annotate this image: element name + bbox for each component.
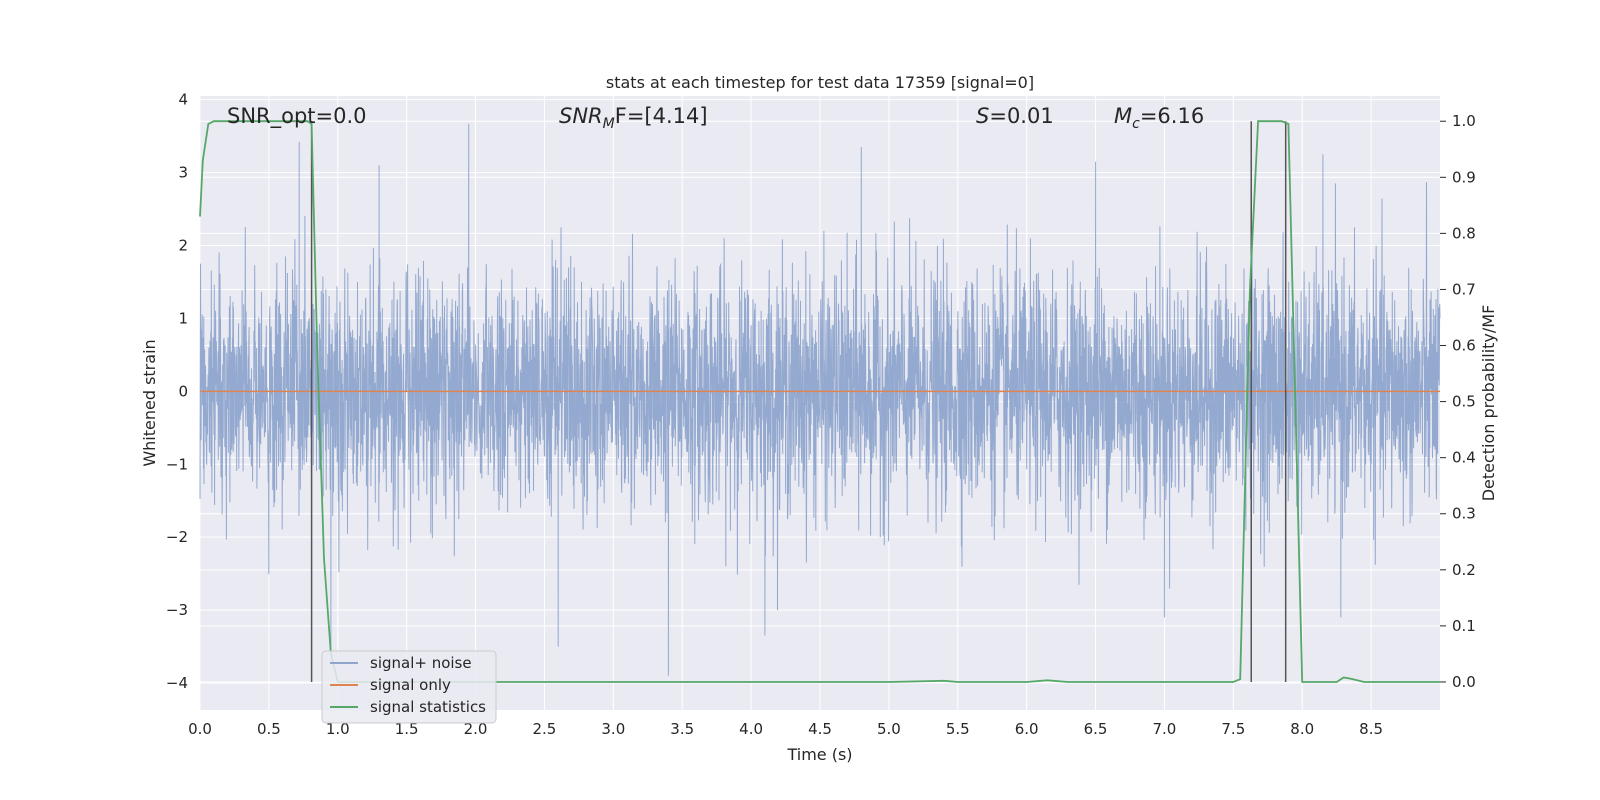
y-left-tick-label-4: 0 <box>178 382 188 400</box>
mc-main: M <box>1114 104 1132 128</box>
snr-mf-main: SNR <box>559 104 603 128</box>
x-tick-label-14: 7.0 <box>1153 720 1177 738</box>
y-right-tick-label-7: 0.7 <box>1452 280 1476 298</box>
x-tick-label-10: 5.0 <box>877 720 901 738</box>
lines-layer <box>199 120 1440 683</box>
y-left-tick-label-6: 2 <box>178 236 188 254</box>
x-tick-label-12: 6.0 <box>1015 720 1039 738</box>
legend-label-signal-noise: signal+ noise <box>370 654 472 672</box>
y-right-tick-label-2: 0.2 <box>1452 561 1476 579</box>
x-tick-label-2: 1.0 <box>326 720 350 738</box>
s-main: S <box>976 104 989 128</box>
x-tick-label-8: 4.0 <box>739 720 763 738</box>
x-tick-label-3: 1.5 <box>395 720 419 738</box>
x-tick-label-17: 8.5 <box>1359 720 1383 738</box>
s-rest: =0.01 <box>989 104 1053 128</box>
y-right-tick-label-10: 1.0 <box>1452 112 1476 130</box>
annotation-s: S=0.01 <box>976 104 1054 128</box>
mc-rest: =6.16 <box>1140 104 1204 128</box>
snr-mf-subscript: M <box>603 116 615 132</box>
annotation-mc: Mc=6.16 <box>1114 104 1204 132</box>
x-tick-label-4: 2.0 <box>464 720 488 738</box>
series-signal-noise-line <box>199 123 1441 676</box>
x-tick-label-7: 3.5 <box>670 720 694 738</box>
y-left-tick-label-8: 4 <box>178 91 188 109</box>
y-right-tick-label-5: 0.5 <box>1452 393 1476 411</box>
annotation-snr-mf: SNRMF=[4.14] <box>559 104 708 132</box>
y-right-tick-label-6: 0.6 <box>1452 337 1476 355</box>
x-tick-label-11: 5.5 <box>946 720 970 738</box>
legend-label-signal-only: signal only <box>370 676 451 694</box>
y-left-tick-label-7: 3 <box>178 164 188 182</box>
snr-mf-rest: F=[4.14] <box>615 104 708 128</box>
y-axis-right-label: Detection probability/MF <box>1479 305 1498 502</box>
x-tick-label-1: 0.5 <box>257 720 281 738</box>
y-axis-right-ticks: 0.0 0.1 0.2 0.3 0.4 0.5 0.6 0.7 0.8 0.9 1.0 <box>1440 112 1476 691</box>
x-tick-label-5: 2.5 <box>533 720 557 738</box>
series-signal-statistics-line <box>199 120 1440 683</box>
legend: signal+ noise signal only signal statist… <box>321 650 497 724</box>
x-tick-label-6: 3.0 <box>601 720 625 738</box>
y-right-tick-label-0: 0.0 <box>1452 673 1476 691</box>
signal-noise-series <box>199 123 1441 676</box>
x-tick-label-13: 6.5 <box>1084 720 1108 738</box>
legend-label-signal-statistics: signal statistics <box>370 698 486 716</box>
y-left-tick-label-3: −1 <box>166 455 188 473</box>
annotation-snr-opt: SNR_opt=0.0 <box>227 104 367 129</box>
y-left-tick-label-1: −3 <box>166 601 188 619</box>
y-right-tick-label-1: 0.1 <box>1452 617 1476 635</box>
chart-title: stats at each timestep for test data 173… <box>606 73 1034 92</box>
y-left-tick-label-5: 1 <box>178 309 188 327</box>
y-left-tick-label-2: −2 <box>166 528 188 546</box>
y-axis-left-label: Whitened strain <box>140 339 159 466</box>
x-tick-label-0: 0.0 <box>188 720 212 738</box>
x-axis-ticks: 0.0 0.5 1.0 1.5 2.0 2.5 3.0 3.5 4.0 4.5 5.0 5.5 6.0 6… <box>188 720 1383 738</box>
y-right-tick-label-9: 0.9 <box>1452 168 1476 186</box>
mc-subscript: c <box>1132 116 1140 132</box>
x-tick-label-16: 8.0 <box>1290 720 1314 738</box>
annotations: SNR_opt=0.0 SNRMF=[4.14] S=0.01 Mc=6.16 <box>227 104 1204 132</box>
y-right-tick-label-4: 0.4 <box>1452 449 1476 467</box>
y-right-tick-label-8: 0.8 <box>1452 224 1476 242</box>
legend-box <box>321 650 497 724</box>
y-axis-left-ticks: −4 −3 −2 −1 0 1 2 3 4 <box>166 91 188 692</box>
x-axis-label: Time (s) <box>786 745 852 764</box>
x-tick-label-9: 4.5 <box>808 720 832 738</box>
y-left-tick-label-0: −4 <box>166 674 188 692</box>
y-right-tick-label-3: 0.3 <box>1452 505 1476 523</box>
x-tick-label-15: 7.5 <box>1221 720 1245 738</box>
